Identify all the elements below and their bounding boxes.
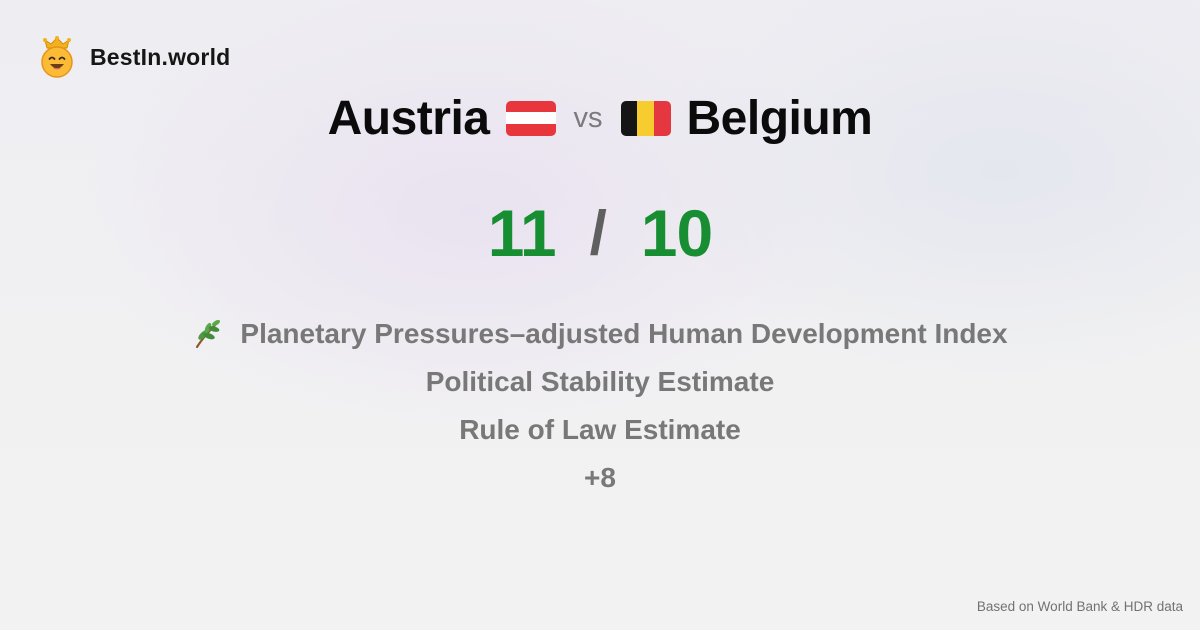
brand[interactable]: BestIn.world bbox=[38, 36, 230, 78]
metric-item: Political Stability Estimate bbox=[0, 358, 1200, 406]
more-metrics-count: +8 bbox=[0, 454, 1200, 502]
austria-flag-icon bbox=[505, 100, 556, 136]
crowned-smiley-icon bbox=[41, 36, 73, 78]
brand-name: BestIn.world bbox=[90, 43, 231, 70]
more-metrics-label: +8 bbox=[584, 462, 616, 493]
metric-label: Political Stability Estimate bbox=[425, 366, 775, 397]
vs-label: vs bbox=[573, 101, 603, 134]
comparison-title: Austria vs Belgium bbox=[0, 88, 1200, 148]
metric-item: Rule of Law Estimate bbox=[0, 406, 1200, 454]
metric-item: Planetary Pressures–adjusted Human Devel… bbox=[0, 310, 1200, 358]
data-source-note: Based on World Bank & HDR data bbox=[976, 599, 1183, 614]
belgium-flag-icon bbox=[620, 100, 671, 136]
score-separator: / bbox=[589, 198, 607, 268]
left-score: 11 bbox=[487, 196, 557, 270]
right-score: 10 bbox=[640, 196, 713, 270]
plant-sprig-icon bbox=[196, 320, 221, 349]
right-country-name[interactable]: Belgium bbox=[686, 91, 873, 145]
metric-label: Planetary Pressures–adjusted Human Devel… bbox=[240, 318, 1008, 349]
metric-label: Rule of Law Estimate bbox=[459, 414, 741, 445]
metric-list: Planetary Pressures–adjusted Human Devel… bbox=[0, 310, 1200, 502]
score-display: 11 / 10 bbox=[0, 192, 1200, 274]
left-country-name[interactable]: Austria bbox=[327, 91, 490, 145]
